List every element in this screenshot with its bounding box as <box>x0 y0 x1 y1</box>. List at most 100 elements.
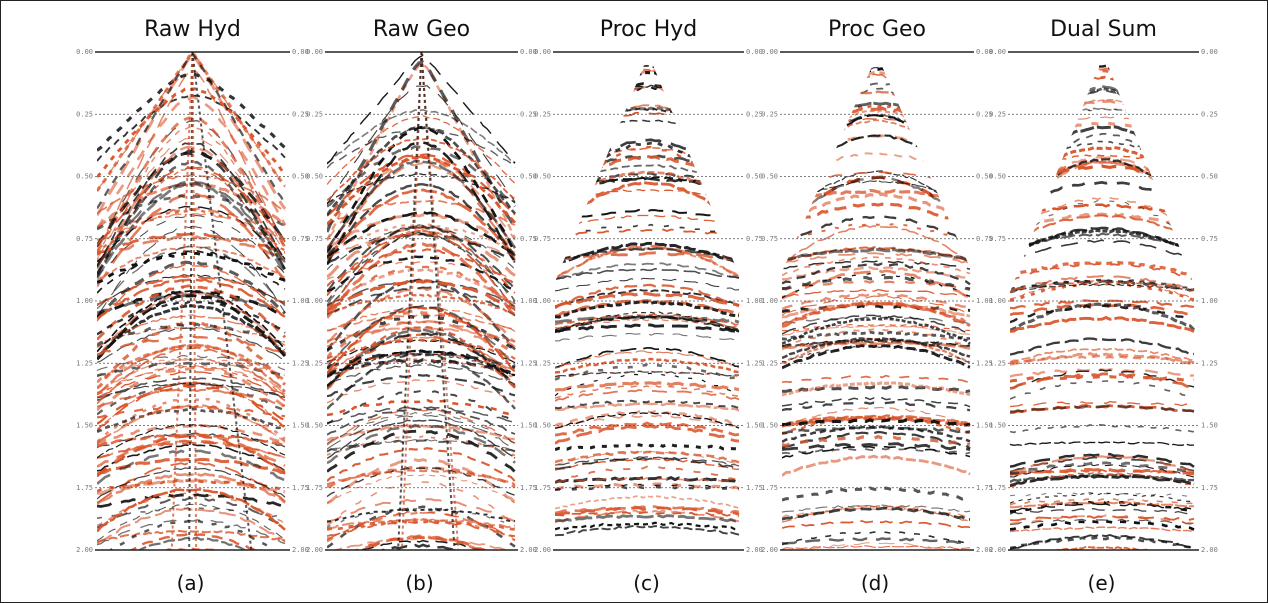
seismic-event <box>1010 519 1195 531</box>
seismic-event <box>555 384 740 399</box>
seismic-event <box>555 506 740 516</box>
seismic-event <box>327 242 516 319</box>
seismic-event <box>327 518 516 540</box>
seismic-event <box>327 63 516 242</box>
seismic-event <box>782 343 971 370</box>
y-tick-label: 1.25 <box>976 359 993 367</box>
seismic-event <box>555 421 740 437</box>
seismic-event <box>327 231 516 312</box>
seismic-event <box>1010 514 1195 526</box>
seismic-event <box>327 155 516 226</box>
seismic-event <box>1010 423 1195 434</box>
seismic-event <box>327 313 516 332</box>
seismic-event <box>782 247 971 262</box>
seismic-event <box>555 228 740 239</box>
seismic-event <box>327 225 516 270</box>
seismic-event <box>1010 461 1195 475</box>
seismic-event <box>97 95 287 230</box>
y-tick-label: 0.50 <box>746 173 763 181</box>
seismic-event <box>555 457 740 470</box>
seismic-event <box>782 520 971 529</box>
seismic-event <box>327 314 516 352</box>
seismic-event <box>327 304 516 369</box>
seismic-image <box>327 52 516 550</box>
seismic-event <box>1010 463 1195 478</box>
seismic-event <box>555 388 740 402</box>
y-tick-label: 0.75 <box>976 235 993 243</box>
seismic-event <box>1010 492 1195 504</box>
seismic-event <box>1010 518 1195 526</box>
y-tick-label: 1.75 <box>534 484 551 492</box>
y-tick-label: 0.75 <box>1201 235 1218 243</box>
y-tick-label: 2.00 <box>989 546 1006 554</box>
y-tick-label: 0.25 <box>534 110 551 118</box>
y-tick-label: 2.00 <box>76 546 93 554</box>
noise-streak <box>400 52 423 550</box>
seismic-event <box>782 385 971 394</box>
y-tick-label: 0.50 <box>761 173 778 181</box>
y-tick-label: 0.25 <box>76 110 93 118</box>
y-tick-label: 1.25 <box>520 359 537 367</box>
seismic-event <box>97 441 286 459</box>
seismic-event <box>782 415 971 435</box>
seismic-event <box>97 380 286 430</box>
seismic-event <box>555 423 740 445</box>
y-tick-label: 1.75 <box>761 484 778 492</box>
seismic-event <box>327 264 516 310</box>
seismic-event <box>782 251 971 265</box>
seismic-event <box>782 323 971 332</box>
seismic-event <box>327 233 516 259</box>
seismic-event <box>782 447 971 455</box>
seismic-event <box>782 222 971 245</box>
seismic-event <box>782 328 971 349</box>
y-tick-label: 1.00 <box>306 297 323 305</box>
seismic-event <box>1010 302 1196 332</box>
seismic-event <box>327 349 516 378</box>
noise-streak <box>420 52 456 550</box>
panel-caption: (e) <box>1088 571 1116 595</box>
y-tick-label: 0.00 <box>76 48 93 56</box>
seismic-event <box>555 291 740 309</box>
seismic-event <box>555 277 740 292</box>
seismic-event <box>327 248 516 287</box>
seismic-event <box>97 284 287 341</box>
seismic-event <box>97 439 286 460</box>
seismic-event <box>97 149 287 276</box>
seismic-event <box>555 363 740 382</box>
seismic-event <box>782 425 971 435</box>
seismic-event <box>327 293 516 315</box>
seismic-event <box>1010 372 1195 390</box>
y-tick-label: 2.00 <box>520 546 537 554</box>
y-tick-label: 1.50 <box>534 422 551 430</box>
seismic-event <box>327 439 516 453</box>
seismic-event <box>97 407 286 433</box>
y-tick-label: 1.75 <box>746 484 763 492</box>
seismic-event <box>327 338 516 360</box>
panel-title: Raw Hyd <box>144 17 241 42</box>
seismic-event <box>327 407 516 436</box>
seismic-event <box>97 519 286 550</box>
seismic-event <box>555 380 740 392</box>
seismic-event <box>327 398 516 417</box>
seismic-event <box>327 374 516 398</box>
y-tick-label: 1.75 <box>989 484 1006 492</box>
seismic-event <box>327 406 516 425</box>
y-tick-label: 1.75 <box>520 484 537 492</box>
y-tick-label: 0.00 <box>761 48 778 56</box>
y-tick-label: 2.00 <box>761 546 778 554</box>
seismic-event <box>1010 283 1195 292</box>
seismic-event <box>555 399 740 410</box>
seismic-event <box>97 126 286 256</box>
seismic-event <box>782 454 971 477</box>
seismic-event <box>782 506 971 521</box>
seismic-event <box>782 301 971 319</box>
seismic-event <box>97 506 286 520</box>
seismic-event <box>97 461 286 504</box>
seismic-event <box>1010 374 1195 383</box>
seismic-event <box>97 488 286 533</box>
y-tick-label: 1.25 <box>534 359 551 367</box>
seismic-event <box>327 183 516 258</box>
seismic-event <box>327 358 516 379</box>
seismic-event <box>97 449 286 485</box>
seismic-event <box>327 159 516 251</box>
